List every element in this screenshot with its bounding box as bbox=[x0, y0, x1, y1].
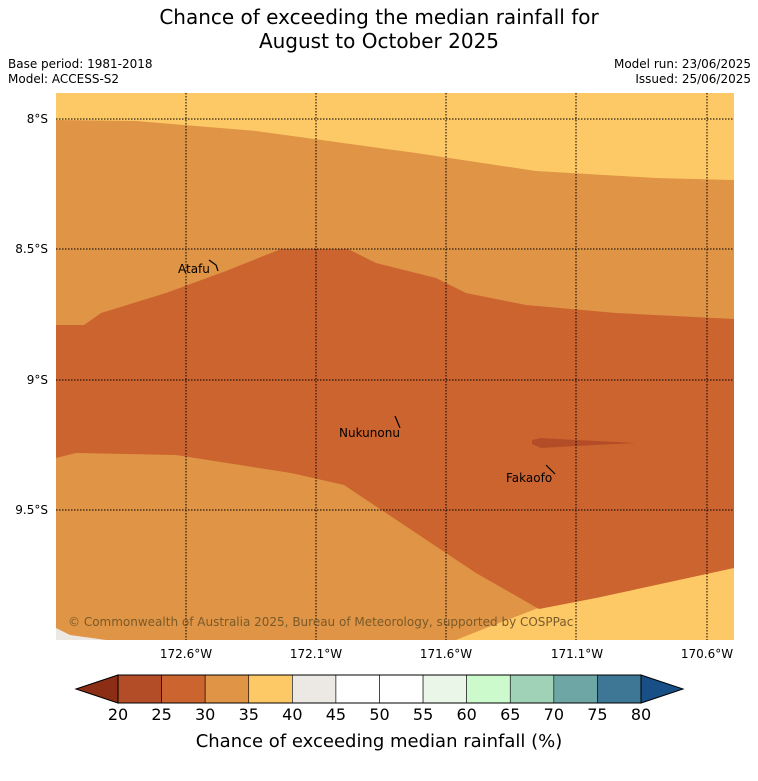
colorbar-label: Chance of exceeding median rainfall (%) bbox=[195, 731, 563, 752]
colorbar-tick-label: 65 bbox=[500, 705, 521, 724]
nukunonu-atoll-marker bbox=[394, 415, 401, 429]
issued-date: Issued: 25/06/2025 bbox=[635, 72, 751, 86]
lon-label-170-6w: 170.6°W bbox=[680, 647, 734, 661]
zone-20-25 bbox=[532, 438, 636, 448]
colorbar-tick-label: 25 bbox=[151, 705, 172, 724]
colorbar-bin bbox=[204, 674, 250, 704]
colorbar-tick-label: 35 bbox=[238, 705, 259, 724]
fakaofo-atoll-marker bbox=[545, 464, 556, 475]
colorbar bbox=[74, 674, 685, 704]
lat-label-9s: 9°S bbox=[26, 373, 48, 387]
colorbar-tick-label: 45 bbox=[325, 705, 347, 724]
nukunonu-label: Nukunonu bbox=[339, 426, 400, 440]
title-line-2: August to October 2025 bbox=[258, 29, 500, 53]
copyright-notice: © Commonwealth of Australia 2025, Bureau… bbox=[68, 615, 573, 629]
lon-label-172-6w: 172.6°W bbox=[159, 647, 213, 661]
colorbar-tick-label: 55 bbox=[412, 705, 434, 724]
atafu-atoll-marker bbox=[208, 259, 219, 272]
base-period: Base period: 1981-2018 bbox=[8, 57, 153, 71]
colorbar-bin bbox=[161, 674, 206, 704]
colorbar-tick-label: 50 bbox=[369, 705, 390, 724]
colorbar-tick-label: 30 bbox=[194, 705, 216, 724]
colorbar-tick-label: 40 bbox=[282, 705, 303, 724]
colorbar-bin bbox=[292, 674, 337, 704]
colorbar-bin bbox=[335, 674, 380, 704]
colorbar-tick-label: 60 bbox=[456, 705, 477, 724]
zone-25-30 bbox=[56, 249, 734, 609]
lon-label-171-6w: 171.6°W bbox=[419, 647, 473, 661]
lon-label-172-1w: 172.1°W bbox=[289, 647, 343, 661]
colorbar-bins bbox=[117, 674, 642, 704]
colorbar-over-arrow bbox=[640, 674, 685, 704]
title-line-1: Chance of exceeding the median rainfall … bbox=[159, 5, 599, 29]
colorbar-tick-label: 20 bbox=[107, 705, 129, 724]
colorbar-under-arrow bbox=[74, 674, 119, 704]
colorbar-bin bbox=[379, 674, 424, 704]
colorbar-bin bbox=[248, 674, 293, 704]
colorbar-tick-label: 80 bbox=[630, 705, 652, 724]
colorbar-tick-label: 70 bbox=[543, 705, 565, 724]
lat-label-8-5s: 8.5°S bbox=[15, 242, 48, 256]
lat-label-8s: 8°S bbox=[26, 112, 48, 126]
atafu-label: Atafu bbox=[178, 262, 210, 276]
colorbar-bin bbox=[117, 674, 162, 704]
rainfall-map: Atafu Nukunonu Fakaofo © Commonwealth of… bbox=[56, 93, 734, 640]
meta-right: Model run: 23/06/2025 Issued: 25/06/2025 bbox=[614, 57, 751, 87]
lat-label-9-5s: 9.5°S bbox=[15, 503, 48, 517]
colorbar-frame bbox=[117, 674, 642, 704]
map-title: Chance of exceeding the median rainfall … bbox=[0, 5, 758, 53]
colorbar-bin bbox=[422, 674, 467, 704]
lon-label-171-1w: 171.1°W bbox=[550, 647, 604, 661]
fakaofo-label: Fakaofo bbox=[506, 471, 552, 485]
zone-40-45 bbox=[56, 628, 106, 640]
meta-left: Base period: 1981-2018 Model: ACCESS-S2 bbox=[8, 57, 153, 87]
graticule bbox=[56, 93, 734, 640]
colorbar-tick-label: 75 bbox=[587, 705, 608, 724]
model-name: Model: ACCESS-S2 bbox=[8, 72, 120, 86]
colorbar-bin bbox=[466, 674, 511, 704]
model-run: Model run: 23/06/2025 bbox=[613, 57, 751, 71]
colorbar-bin bbox=[553, 674, 598, 704]
colorbar-bin bbox=[597, 674, 642, 704]
colorbar-bin bbox=[509, 674, 555, 704]
